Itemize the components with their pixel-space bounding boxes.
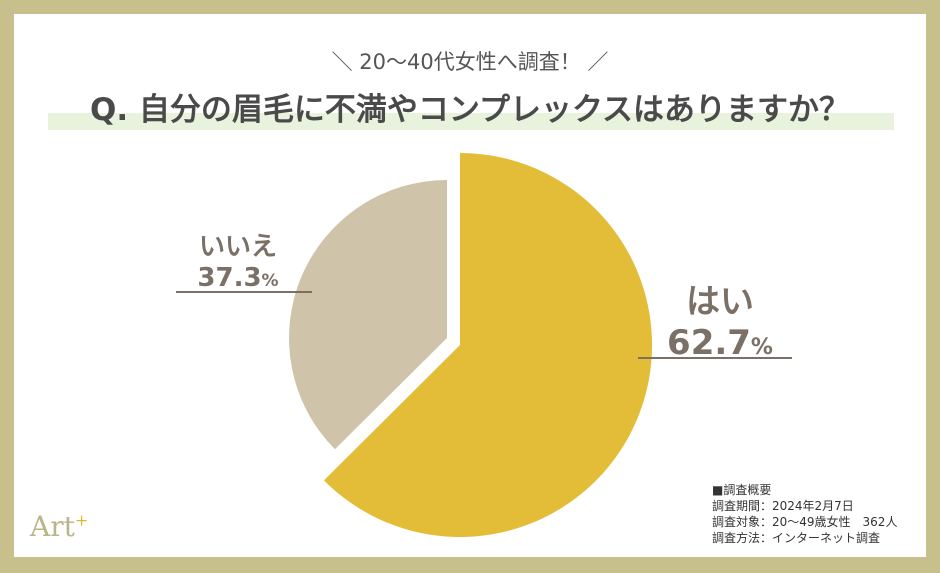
chart-subtitle: ＼ 20〜40代女性へ調査！ ／ xyxy=(331,50,609,74)
label-yes-name: はい xyxy=(686,282,754,322)
label-no-name: いいえ xyxy=(198,232,277,262)
label-no-value: 37.3% xyxy=(197,263,279,293)
summary-method: 調査方法：インターネット調査 xyxy=(712,531,881,545)
leader-line-yes xyxy=(638,357,792,359)
survey-summary: ■調査概要 調査期間：2024年2月7日 調査対象：20〜49歳女性 362人 … xyxy=(712,482,897,546)
summary-period: 調査期間：2024年2月7日 xyxy=(712,499,854,513)
label-yes: はい 62.7% xyxy=(650,274,790,363)
brand-logo: Art+ xyxy=(30,510,89,543)
pie-slice-yes xyxy=(323,153,653,537)
chart-title: Q. 自分の眉毛に不満やコンプレックスはありますか？ xyxy=(89,92,851,128)
label-no: いいえ 37.3% xyxy=(178,226,298,293)
pie-slice-no xyxy=(289,180,447,450)
summary-target: 調査対象：20〜49歳女性 362人 xyxy=(712,515,898,529)
summary-heading: ■調査概要 xyxy=(712,483,772,497)
label-yes-value: 62.7% xyxy=(667,323,773,363)
title-highlight xyxy=(48,113,894,130)
leader-line-no xyxy=(176,291,312,293)
